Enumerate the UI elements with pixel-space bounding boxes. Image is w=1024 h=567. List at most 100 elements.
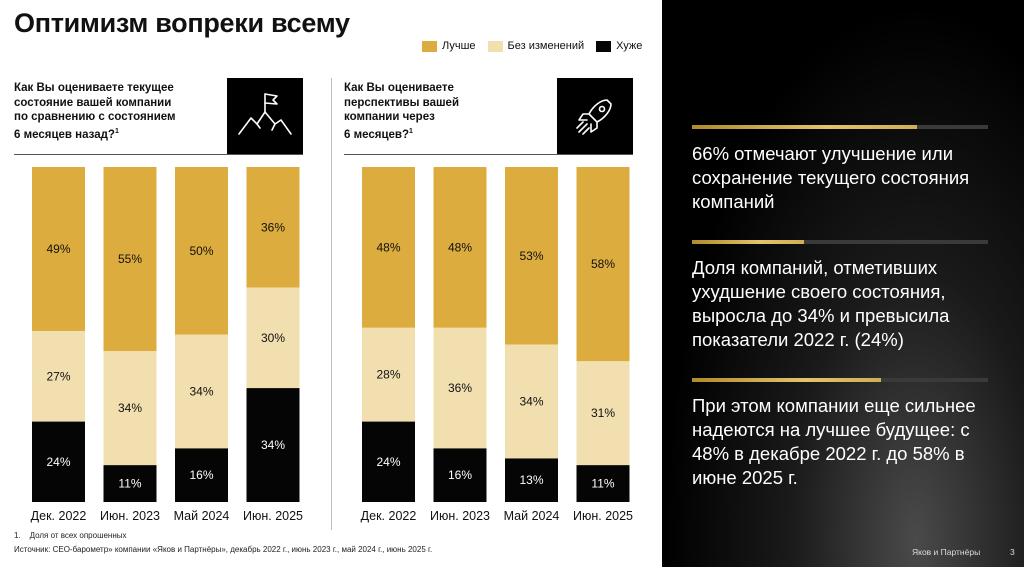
bar-c1-0-worse xyxy=(32,421,85,502)
category-label-c1-0: Дек. 2022 xyxy=(31,509,87,523)
bar-c1-3-better xyxy=(246,167,300,288)
question-1-line-4: 6 месяцев назад?1 xyxy=(14,125,176,142)
category-label-c2-0: Дек. 2022 xyxy=(361,509,417,523)
question-2-line-4: 6 месяцев?1 xyxy=(344,125,459,142)
legend-label-worse: Хуже xyxy=(616,40,643,52)
source-note: Источник: CEO-барометр» компании «Яков и… xyxy=(14,545,433,554)
legend-item-better: Лучше xyxy=(422,40,476,52)
question-2-footnote-ref: 1 xyxy=(409,127,413,135)
footnote-number: 1. xyxy=(14,531,21,540)
data-label-c1-3-better: 36% xyxy=(261,220,285,234)
data-label-c1-2-better: 50% xyxy=(189,244,213,258)
bar-c2-1-worse xyxy=(433,448,487,502)
question-1-footnote-ref: 1 xyxy=(114,127,119,135)
category-label-c1-3: Июн. 2025 xyxy=(243,509,303,523)
question-2-underline xyxy=(344,154,633,155)
question-2-line-3: компании через xyxy=(344,111,435,123)
data-label-c2-0-worse: 24% xyxy=(376,455,400,469)
insights-panel xyxy=(662,0,1024,567)
bar-c1-3-same xyxy=(246,287,300,389)
legend-swatch-better xyxy=(422,40,437,52)
bar-c2-1-same xyxy=(433,327,487,449)
data-label-c2-2-same: 34% xyxy=(519,395,543,409)
legend-label-same: Без изменений xyxy=(507,40,585,52)
legend-item-worse: Хуже xyxy=(596,40,642,52)
bar-c1-2-same xyxy=(175,334,228,449)
bar-c2-0-better xyxy=(362,167,415,328)
insight-2-progress-fill xyxy=(692,240,805,244)
bar-c2-0-same xyxy=(362,327,415,422)
category-label-c2-2: Май 2024 xyxy=(504,509,560,523)
rocket-icon xyxy=(576,99,612,135)
bar-c1-2-better xyxy=(175,167,228,335)
insight-3-progress xyxy=(692,378,988,382)
bar-c2-2-better xyxy=(505,167,558,345)
bar-c2-2-worse xyxy=(505,458,558,502)
insight-2: Доля компаний, отметивших ухудшение свое… xyxy=(692,257,950,350)
legend-swatch-same xyxy=(487,40,503,52)
data-label-c1-2-same: 34% xyxy=(189,384,213,398)
category-label-c1-1: Июн. 2023 xyxy=(100,509,160,523)
question-1: Как Вы оцениваете текущее состояние ваше… xyxy=(14,81,176,142)
data-label-c1-0-worse: 24% xyxy=(46,455,70,469)
brand-logo: Яков и Партнёры xyxy=(912,547,981,557)
mountain-flag-icon xyxy=(238,93,292,135)
data-label-c1-2-worse: 16% xyxy=(189,468,213,482)
question-1-line-1: Как Вы оцениваете текущее xyxy=(14,82,174,94)
data-label-c2-0-better: 48% xyxy=(376,240,400,254)
insight-2-progress xyxy=(692,240,988,244)
category-label-c1-2: Май 2024 xyxy=(174,509,230,523)
question-1-line-4-text: 6 месяцев назад? xyxy=(14,128,115,141)
bar-c1-1-better xyxy=(103,167,157,352)
bar-c1-0-same xyxy=(32,331,85,422)
data-label-c2-3-same: 31% xyxy=(591,406,615,420)
data-label-c1-0-same: 27% xyxy=(46,369,70,383)
question-2-line-1: Как Вы оцениваете xyxy=(344,82,454,94)
page-title: Оптимизм вопреки всему xyxy=(14,8,350,38)
legend-swatch-worse xyxy=(596,40,612,52)
question-2: Как Вы оцениваете перспективы вашей комп… xyxy=(344,81,459,142)
footnote: 1. Доля от всех опрошенных xyxy=(14,531,127,540)
data-label-c1-1-better: 55% xyxy=(118,252,142,266)
question-1-line-2: состояние вашей компании xyxy=(14,96,172,109)
data-label-c2-2-better: 53% xyxy=(519,249,543,263)
data-label-c2-3-better: 58% xyxy=(591,257,615,271)
bar-c2-1-better xyxy=(433,167,487,328)
insight-1-progress xyxy=(692,125,988,129)
bar-c2-3-worse xyxy=(576,465,630,502)
data-label-c2-1-same: 36% xyxy=(448,381,472,395)
bar-c1-1-same xyxy=(103,351,157,466)
question-1-line-3: по сравнению с состоянием xyxy=(14,111,176,123)
rocket-icon-box xyxy=(557,78,633,154)
legend-item-same: Без изменений xyxy=(487,40,585,52)
question-2-line-4-text: 6 месяцев? xyxy=(344,128,410,141)
column-divider xyxy=(331,78,332,530)
category-label-c2-1: Июн. 2023 xyxy=(430,509,490,523)
category-label-c2-3: Июн. 2025 xyxy=(573,509,633,523)
mountain-flag-icon-box xyxy=(227,78,303,154)
bar-c2-2-same xyxy=(505,344,558,459)
bar-c1-0-better xyxy=(32,167,85,332)
data-label-c1-3-worse: 34% xyxy=(261,438,285,452)
insight-1-progress-fill xyxy=(692,125,917,129)
data-label-c2-2-worse: 13% xyxy=(519,473,543,487)
bar-c2-3-better xyxy=(576,167,630,362)
insight-3: При этом компании еще сильнее надеются н… xyxy=(692,395,976,488)
bar-c2-3-same xyxy=(576,361,630,466)
question-1-underline xyxy=(14,154,303,155)
page-number: 3 xyxy=(1010,547,1015,557)
footnote-text: Доля от всех опрошенных xyxy=(29,531,127,540)
question-2-line-2: перспективы вашей xyxy=(344,96,460,109)
bar-c1-3-worse xyxy=(246,388,300,502)
bar-c1-2-worse xyxy=(175,448,228,502)
legend-label-better: Лучше xyxy=(442,40,476,52)
data-label-c2-0-same: 28% xyxy=(376,368,400,382)
data-label-c2-1-worse: 16% xyxy=(448,468,472,482)
chart-outlook: 48% 28% 24% Дек. 2022 48% 36% 16% Июн. 2023 53% 3… xyxy=(361,167,633,523)
bar-c2-0-worse xyxy=(362,421,415,502)
data-label-c1-1-worse: 11% xyxy=(118,477,141,491)
insight-1: 66% отмечают улучшение или сохранение те… xyxy=(692,143,970,212)
data-label-c1-0-better: 49% xyxy=(46,242,70,256)
legend: Лучше Без изменений Хуже xyxy=(410,40,642,52)
data-label-c2-1-better: 48% xyxy=(448,240,472,254)
